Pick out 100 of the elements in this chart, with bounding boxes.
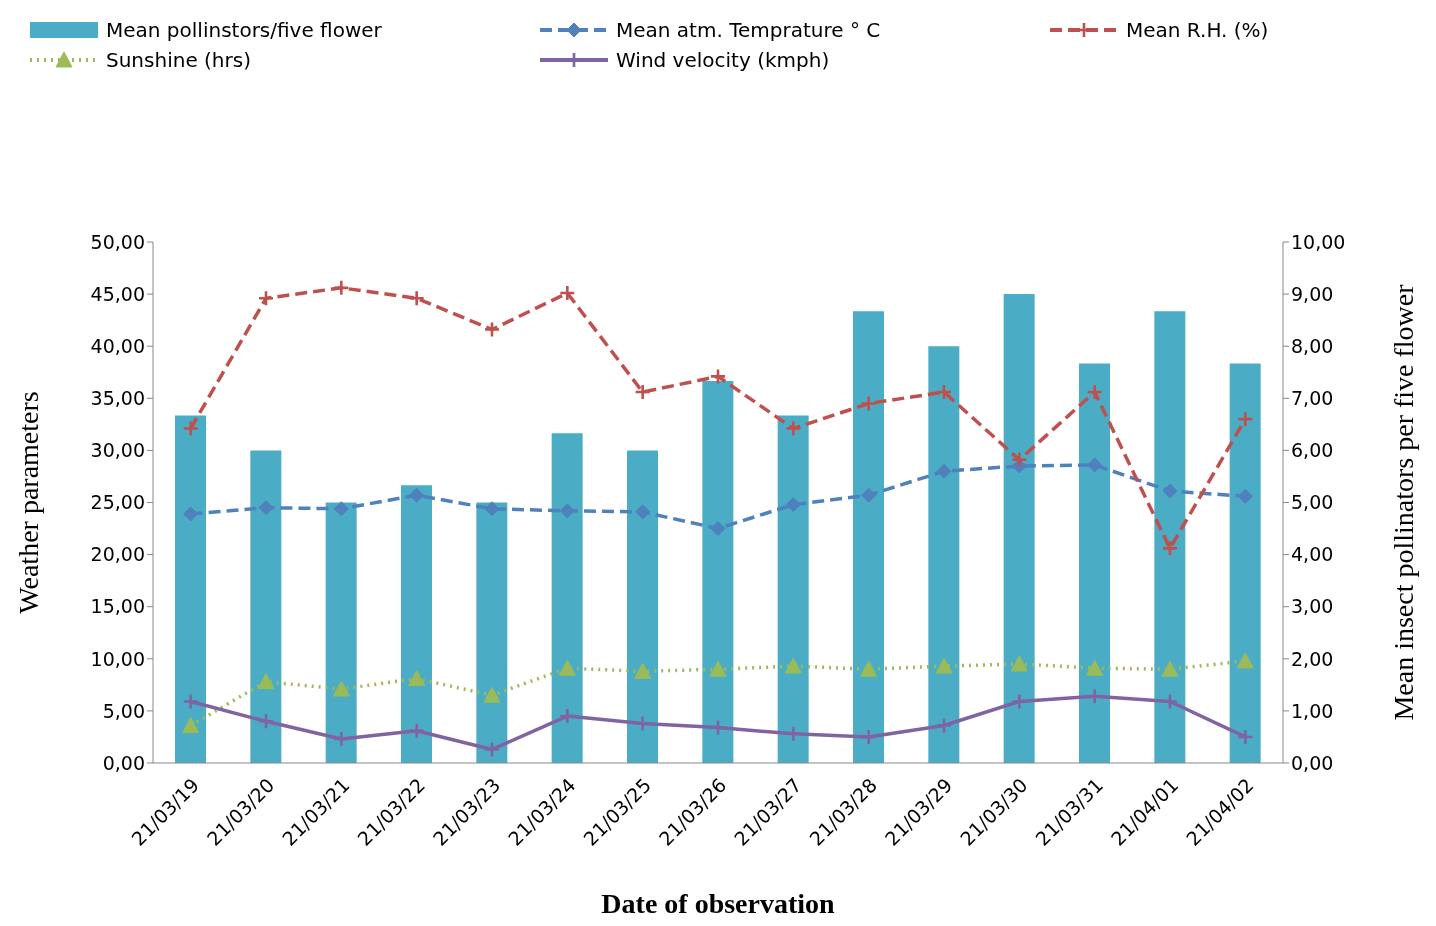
- bar: [401, 485, 432, 763]
- point: [1086, 659, 1104, 676]
- y2-tick-label: 5,00: [1291, 491, 1334, 514]
- point: [635, 504, 651, 520]
- y2-axis-title: Mean insect pollinators per five flower: [1387, 283, 1419, 721]
- point: [1010, 655, 1028, 672]
- point: [484, 501, 500, 517]
- point: [1012, 452, 1027, 467]
- y2-tick-label: 2,00: [1291, 647, 1334, 670]
- y2-tick-label: 10,00: [1291, 230, 1346, 253]
- y-tick-label: 20,00: [90, 543, 145, 566]
- y-tick-label: 0,00: [102, 751, 145, 774]
- legend-label: Mean R.H. (%): [1126, 18, 1269, 42]
- bar: [175, 415, 206, 763]
- bar: [702, 381, 734, 763]
- point: [409, 291, 424, 306]
- y-tick-label: 25,00: [90, 491, 145, 514]
- point: [332, 680, 350, 697]
- point: [635, 385, 650, 400]
- x-axis-title: Date of observation: [601, 888, 836, 919]
- y-tick-label: 10,00: [90, 647, 145, 670]
- point: [1012, 694, 1027, 709]
- y-tick-label: 30,00: [90, 439, 145, 462]
- point: [409, 723, 424, 738]
- point: [1163, 541, 1177, 556]
- point: [183, 694, 198, 709]
- point: [258, 500, 274, 516]
- legend-label: Mean pollinstors/five flower: [106, 18, 382, 42]
- point: [259, 291, 273, 306]
- legend-label: Sunshine (hrs): [106, 48, 251, 72]
- y2-tick-label: 1,00: [1291, 699, 1334, 722]
- point: [259, 714, 273, 729]
- bar: [777, 415, 809, 763]
- point: [634, 662, 652, 679]
- point: [710, 521, 726, 537]
- point: [786, 421, 801, 436]
- point: [1237, 488, 1253, 504]
- y-tick-label: 5,00: [102, 699, 145, 722]
- point: [334, 280, 349, 295]
- point: [1236, 652, 1254, 669]
- point: [635, 716, 650, 731]
- point: [785, 497, 801, 513]
- point: [183, 421, 198, 436]
- point: [560, 709, 575, 724]
- point: [408, 670, 426, 687]
- bar: [476, 502, 508, 763]
- point: [937, 718, 951, 733]
- point: [935, 657, 953, 674]
- point: [183, 506, 199, 522]
- point: [936, 463, 952, 479]
- y-tick-label: 15,00: [90, 595, 145, 618]
- y2-tick-label: 9,00: [1291, 282, 1334, 305]
- legend-label: Wind velocity (kmph): [616, 48, 830, 72]
- point: [784, 657, 802, 674]
- point: [485, 742, 499, 757]
- bar: [1079, 363, 1110, 763]
- bar: [551, 433, 583, 763]
- point: [409, 487, 425, 503]
- point: [861, 729, 876, 744]
- point: [861, 396, 876, 411]
- y2-tick-label: 8,00: [1291, 334, 1334, 357]
- y-tick-label: 45,00: [90, 282, 145, 305]
- bar: [627, 450, 658, 763]
- y2-tick-label: 7,00: [1291, 387, 1334, 410]
- y-tick-label: 50,00: [90, 230, 145, 253]
- point: [558, 659, 576, 676]
- point: [861, 487, 877, 503]
- bar: [250, 450, 282, 763]
- y2-tick-label: 4,00: [1291, 543, 1334, 566]
- point: [1162, 483, 1178, 499]
- point: [182, 716, 200, 733]
- point: [1161, 660, 1179, 677]
- bar: [1229, 363, 1261, 763]
- point: [1238, 412, 1253, 427]
- point: [559, 503, 575, 519]
- point: [257, 673, 275, 690]
- point: [560, 286, 575, 301]
- bar: [1003, 294, 1035, 763]
- bar: [325, 502, 357, 763]
- y2-tick-label: 0,00: [1291, 751, 1334, 774]
- y-axis-title: Weather parameters: [12, 391, 44, 614]
- point: [860, 660, 878, 677]
- point: [485, 322, 499, 337]
- point: [334, 732, 349, 747]
- point: [333, 501, 349, 517]
- point: [483, 686, 501, 703]
- point: [1087, 457, 1103, 473]
- point: [711, 369, 725, 384]
- point: [1238, 729, 1253, 744]
- point: [1163, 694, 1177, 709]
- point: [709, 660, 727, 677]
- bar: [1154, 311, 1186, 763]
- bar: [853, 311, 884, 763]
- bar: [928, 346, 960, 763]
- y-tick-label: 35,00: [90, 387, 145, 410]
- y-tick-label: 40,00: [90, 334, 145, 357]
- legend-label: Mean atm. Temprature ° C: [616, 18, 881, 42]
- y2-tick-label: 6,00: [1291, 439, 1334, 462]
- point: [1087, 385, 1102, 400]
- y2-tick-label: 3,00: [1291, 595, 1334, 618]
